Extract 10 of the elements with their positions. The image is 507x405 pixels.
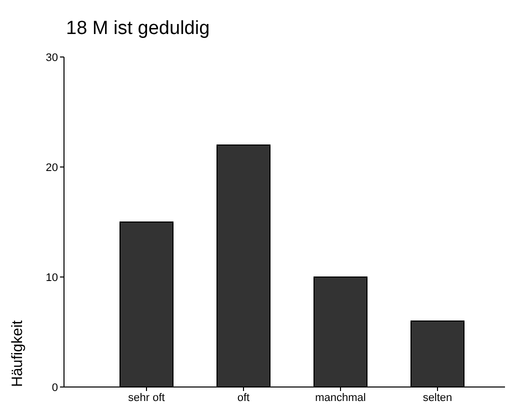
y-axis-title: Häufigkeit — [9, 319, 26, 387]
x-tick-label: selten — [422, 392, 452, 404]
x-tick-label: manchmal — [315, 392, 366, 404]
x-tick-label: oft — [237, 392, 250, 404]
chart-title: 18 M ist geduldig — [66, 18, 210, 40]
y-tick-label: 20 — [46, 162, 58, 174]
y-tick-label: 0 — [52, 382, 58, 394]
y-tick-label: 10 — [46, 272, 58, 284]
x-tick-label: sehr oft — [128, 392, 165, 404]
y-tick-label: 30 — [46, 52, 58, 64]
